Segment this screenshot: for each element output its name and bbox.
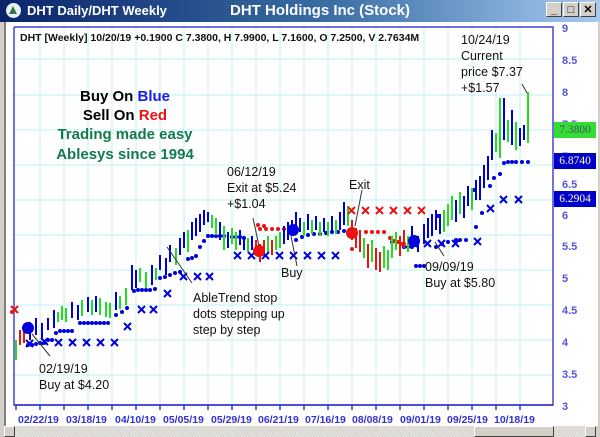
y-tick: 5.5 [562, 241, 577, 253]
y-tick: 6.5 [562, 179, 577, 191]
x-tick: 05/05/19 [163, 414, 204, 426]
close-button[interactable]: ✕ [580, 2, 596, 17]
scroll-left-button[interactable] [4, 426, 15, 437]
annotation-line: Buy at $5.80 [425, 276, 496, 290]
y-tick: 4 [562, 337, 569, 349]
scroll-thumb[interactable] [474, 426, 554, 437]
annotation-line: Buy at $4.20 [39, 378, 110, 392]
annotation-line: Current [461, 49, 503, 63]
x-tick: 02/22/19 [18, 414, 59, 426]
x-axis-ticks [14, 404, 553, 410]
promo-buy-prefix: Buy On [79, 88, 138, 105]
promo-block: Buy On Blue Sell On Red Trading made eas… [30, 87, 220, 165]
annotation-exit-june: 06/12/19 Exit at $5.24 +$1.04 [227, 164, 297, 212]
annotation-current-price: 10/24/19 Current price $7.37 +$1.57 [461, 32, 523, 96]
buy-signal-sep [408, 235, 420, 247]
x-tick: 09/25/19 [447, 414, 488, 426]
signal-markers [22, 224, 420, 334]
y-tick: 3.5 [562, 369, 577, 381]
y-tick: 3 [562, 401, 568, 413]
annotation-stop-dots: AbleTrend stop dots stepping up step by … [193, 290, 285, 338]
x-tick: 04/10/19 [115, 414, 156, 426]
promo-sell-prefix: Sell On [82, 107, 139, 124]
x-axis-labels: 02/22/19 03/18/19 04/10/19 05/05/19 05/2… [18, 414, 535, 426]
annotation-line: Buy [281, 266, 303, 280]
price-tag-close: 7.3800 [554, 122, 596, 138]
maximize-button[interactable]: □ [563, 2, 579, 17]
promo-sell-color: Red [138, 107, 168, 124]
buy-signal-feb [22, 322, 34, 334]
annotation-line: step by step [193, 323, 261, 337]
annotation-buy-feb: 02/19/19 Buy at $4.20 [39, 361, 109, 393]
y-tick: 4.5 [562, 305, 577, 317]
annotation-line: Exit at $5.24 [227, 181, 297, 195]
x-tick: 06/21/19 [258, 414, 299, 426]
annotation-line: +$1.57 [461, 81, 500, 95]
x-tick: 03/18/19 [66, 414, 107, 426]
annotation-line: 06/12/19 [227, 165, 276, 179]
annotation-line: 02/19/19 [39, 362, 88, 376]
annotation-line: dots stepping up [193, 307, 285, 321]
window-title: DHT Daily/DHT Weekly [27, 3, 167, 18]
annotation-line: AbleTrend stop [193, 291, 278, 305]
buy-signal-jul [287, 224, 299, 236]
x-tick: 08/08/19 [352, 414, 393, 426]
annotation-line: price $7.37 [461, 65, 523, 79]
exit-signal-jun [253, 245, 265, 257]
x-tick: 07/16/19 [305, 414, 346, 426]
stock-title: DHT Holdings Inc (Stock) [230, 2, 410, 19]
annotation-line: Exit [349, 178, 370, 192]
y-tick: 8 [562, 87, 568, 99]
horizontal-scrollbar[interactable] [4, 426, 596, 437]
promo-company: Ablesys since 1994 [56, 146, 194, 163]
scroll-right-button[interactable] [585, 426, 596, 437]
annotation-line: +$1.04 [227, 197, 266, 211]
annotation-line: 10/24/19 [461, 33, 510, 47]
exit-signal-aug [346, 227, 358, 239]
app-icon [6, 3, 21, 18]
annotation-exit-aug: Exit [349, 177, 370, 193]
minimize-button[interactable]: _ [546, 2, 562, 17]
x-markers-red [10, 206, 426, 314]
x-tick: 05/29/19 [211, 414, 252, 426]
y-tick: 8.5 [562, 55, 577, 67]
y-tick: 5 [562, 273, 568, 285]
promo-buy-color: Blue [137, 88, 171, 105]
ohlc-header: DHT [Weekly] 10/20/19 +0.1900 C 7.3800, … [20, 32, 420, 44]
x-markers-blue [25, 195, 523, 348]
x-tick: 10/18/19 [494, 414, 535, 426]
promo-tagline: Trading made easy [57, 126, 193, 143]
price-tag-stop-low: 6.2904 [554, 191, 596, 207]
y-axis-labels: 9 8.5 8 7.5 7 6.5 6 5.5 5 4.5 4 3.5 3 [562, 23, 577, 413]
annotation-arrows [31, 83, 528, 357]
x-tick: 09/01/19 [400, 414, 441, 426]
annotation-line: 09/09/19 [425, 260, 474, 274]
price-tag-stop-high: 6.8740 [554, 153, 596, 169]
y-tick: 6 [562, 210, 568, 222]
annotation-buy-sep: 09/09/19 Buy at $5.80 [425, 259, 495, 291]
title-bar: DHT Daily/DHT Weekly DHT Holdings Inc (S… [0, 0, 600, 22]
y-tick: 9 [562, 23, 568, 35]
annotation-buy-july: Buy [281, 265, 303, 281]
